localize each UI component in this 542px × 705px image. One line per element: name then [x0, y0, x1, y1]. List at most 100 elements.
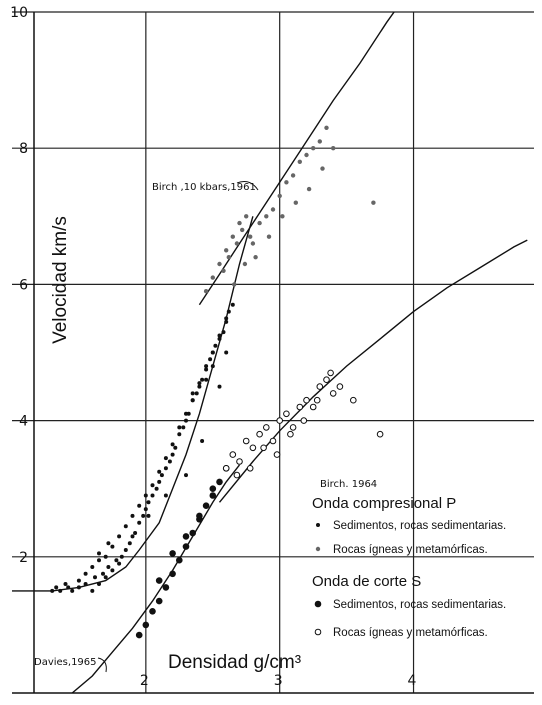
annotation-birch-1964: Birch. 1964 — [320, 479, 377, 490]
point-small-gray-32 — [320, 166, 325, 171]
point-small-gray-14 — [270, 207, 276, 212]
annotation-birch-1961: Birch ,10 kbars,1961 — [152, 182, 256, 193]
point-open-circle-0 — [222, 465, 230, 472]
point-small-filled-32 — [170, 452, 175, 457]
point-small-gray-22 — [324, 125, 329, 130]
point-large-filled-5 — [169, 570, 176, 578]
annotation-birch-1961-leader — [236, 181, 259, 191]
y-tick-label-1: 8 — [19, 141, 28, 157]
point-large-filled-16 — [196, 512, 203, 520]
y-tick-label-4: 2 — [19, 550, 28, 566]
point-open-circle-9 — [283, 410, 290, 418]
point-open-circle-12 — [303, 396, 310, 404]
x-tick-label-0: 2 — [140, 673, 149, 689]
point-small-filled-79 — [200, 439, 205, 443]
series-line-3 — [71, 464, 241, 693]
point-small-filled-48 — [224, 316, 229, 321]
point-small-filled-62 — [150, 483, 155, 488]
point-small-filled-35 — [181, 425, 186, 430]
point-small-filled-2 — [58, 588, 63, 593]
point-small-filled-26 — [150, 493, 155, 498]
point-small-filled-10 — [97, 582, 101, 586]
point-small-filled-17 — [119, 554, 124, 559]
point-small-filled-81 — [224, 350, 229, 355]
legend-item-p-sediments: Sedimentos, rocas sedimentarias. — [333, 520, 506, 532]
point-small-filled-64 — [163, 456, 168, 461]
point-large-filled-7 — [182, 543, 190, 550]
point-small-filled-14 — [110, 568, 115, 573]
point-large-filled-18 — [155, 577, 163, 584]
annotation-davies-1965: Davies,1965 — [34, 657, 97, 668]
point-small-filled-18 — [123, 548, 128, 552]
point-small-gray-2 — [217, 261, 222, 267]
point-small-filled-20 — [130, 534, 135, 539]
point-open-circle-14 — [316, 383, 324, 390]
point-small-gray-8 — [240, 227, 245, 233]
point-open-circle-3 — [242, 437, 250, 445]
point-large-filled-14 — [169, 550, 176, 557]
point-large-filled-4 — [162, 584, 170, 591]
point-small-gray-30 — [293, 200, 298, 205]
point-large-filled-2 — [149, 608, 156, 615]
point-open-circle-27 — [350, 396, 357, 404]
point-open-circle-15 — [323, 376, 330, 384]
point-open-circle-11 — [296, 403, 304, 411]
point-small-filled-84 — [210, 364, 215, 369]
point-large-filled-15 — [182, 533, 190, 540]
point-small-gray-5 — [230, 234, 235, 239]
series-line-2 — [12, 216, 254, 592]
point-small-gray-17 — [290, 173, 296, 178]
point-small-gray-19 — [304, 152, 309, 158]
point-small-gray-1 — [210, 275, 215, 280]
point-small-filled-33 — [173, 445, 178, 450]
legend-marker-p-sediments — [316, 523, 320, 527]
point-open-circle-5 — [256, 430, 263, 438]
x-tick-label-1: 3 — [274, 673, 283, 689]
point-small-filled-7 — [83, 582, 88, 586]
point-small-gray-29 — [280, 214, 285, 219]
point-small-filled-40 — [197, 384, 202, 389]
y-axis-label: Velocidad km/s — [50, 216, 71, 344]
point-open-circle-21 — [273, 451, 281, 458]
point-small-filled-6 — [76, 585, 81, 590]
point-open-circle-26 — [376, 430, 384, 438]
point-small-filled-68 — [190, 398, 195, 403]
grid — [12, 11, 534, 693]
point-large-filled-1 — [142, 621, 150, 629]
point-small-filled-34 — [177, 432, 182, 437]
legend-item-s-igneous: Rocas ígneas y metamórficas. — [333, 627, 488, 639]
point-small-filled-29 — [159, 473, 164, 478]
point-small-filled-24 — [143, 507, 148, 512]
point-open-circle-19 — [246, 465, 254, 472]
point-small-filled-11 — [101, 571, 105, 576]
x-axis-label: Densidad g/cm³ — [168, 652, 301, 673]
point-small-filled-77 — [163, 493, 168, 498]
point-large-filled-10 — [202, 502, 210, 510]
point-small-gray-25 — [232, 282, 237, 287]
point-large-filled-6 — [176, 556, 183, 564]
point-small-filled-51 — [76, 578, 81, 583]
point-small-filled-21 — [133, 531, 138, 535]
point-small-filled-75 — [106, 541, 111, 546]
point-small-gray-18 — [297, 159, 302, 164]
point-small-filled-82 — [190, 391, 195, 396]
point-small-filled-31 — [167, 459, 172, 464]
point-small-gray-12 — [257, 220, 262, 226]
point-small-filled-22 — [137, 520, 142, 525]
y-tick-label-0: 10 — [10, 5, 28, 21]
point-small-filled-19 — [127, 541, 132, 546]
point-small-gray-9 — [244, 214, 249, 219]
point-small-filled-27 — [154, 486, 159, 491]
point-small-gray-21 — [317, 139, 322, 144]
point-small-gray-26 — [242, 261, 248, 267]
point-small-filled-69 — [197, 381, 202, 386]
point-small-gray-33 — [371, 200, 376, 205]
point-small-filled-73 — [224, 319, 229, 324]
point-large-filled-3 — [155, 597, 163, 605]
point-small-filled-63 — [157, 469, 162, 474]
point-small-filled-72 — [217, 333, 222, 338]
point-small-gray-7 — [237, 220, 242, 226]
point-small-gray-4 — [226, 255, 231, 260]
x-tick-label-2: 4 — [408, 673, 417, 689]
